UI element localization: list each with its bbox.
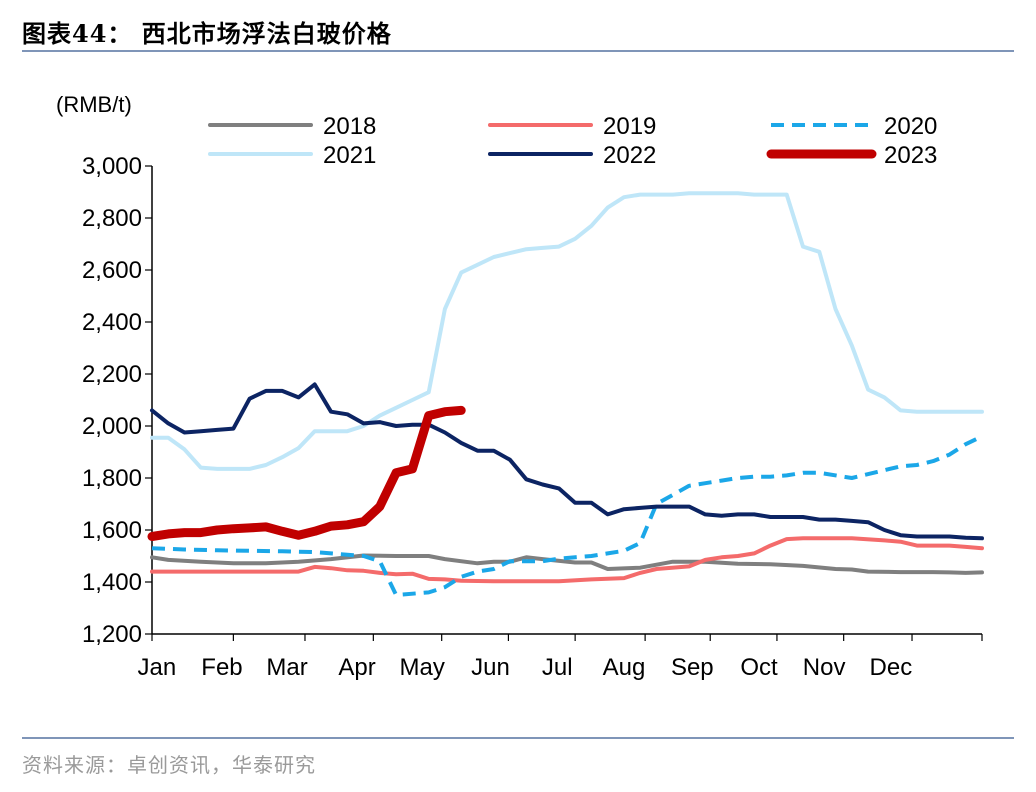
x-axis: Jan Feb Mar Apr May Jun Jul Aug Sep Oct Nov Dec: [138, 633, 983, 681]
x-tick-label: May: [399, 654, 444, 681]
legend-label-2019: 2019: [603, 113, 656, 140]
x-tick-label: Jun: [471, 654, 510, 681]
y-tick-label: 1,600: [82, 517, 142, 544]
x-tick-label: Oct: [740, 654, 778, 681]
y-tick-label: 2,800: [82, 205, 142, 232]
y-tick-label: 2,000: [82, 413, 142, 440]
series-line-2023: [147, 405, 466, 541]
x-tick-label: Dec: [870, 654, 913, 681]
y-tick-label: 1,200: [82, 621, 142, 648]
x-tick-label: Jan: [138, 654, 177, 681]
x-tick-label: Feb: [201, 654, 242, 681]
y-tick-label: 3,000: [82, 153, 142, 180]
legend-label-2022: 2022: [603, 142, 656, 169]
y-tick-label: 1,800: [82, 465, 142, 492]
x-tick-label: Sep: [671, 654, 714, 681]
x-tick-label: Mar: [266, 654, 307, 681]
series-line-2019: [150, 536, 984, 584]
y-tick-label: 2,200: [82, 361, 142, 388]
legend-label-2023: 2023: [884, 142, 937, 169]
x-tick-label: Apr: [338, 654, 375, 681]
y-axis: 1,200 1,400 1,600 1,800 2,000 2,200 2,400 2,600…: [82, 153, 153, 648]
footer-divider: [22, 737, 1014, 739]
source-note: 资料来源：卓创资讯，华泰研究: [22, 753, 316, 777]
y-tick-label: 1,400: [82, 569, 142, 596]
legend-label-2020: 2020: [884, 113, 937, 140]
x-tick-label: Jul: [542, 654, 573, 681]
y-tick-label: 2,600: [82, 257, 142, 284]
series-line-2020: [151, 434, 983, 597]
y-unit-label: (RMB/t): [56, 92, 132, 117]
figure-title: 图表44： 西北市场浮法白玻价格: [22, 19, 392, 48]
series-line-2022: [150, 382, 984, 541]
legend-label-2018: 2018: [323, 113, 376, 140]
x-tick-label: Nov: [803, 654, 846, 681]
chart-legend: 2018 2019 2020 2021 2022 2023: [208, 113, 937, 169]
title-divider: [22, 50, 1014, 52]
series-line-2021: [150, 191, 984, 471]
series-line-2018: [150, 553, 984, 575]
series-layer: [147, 191, 984, 597]
y-tick-label: 2,400: [82, 309, 142, 336]
legend-label-2021: 2021: [323, 142, 376, 169]
x-tick-label: Aug: [603, 654, 646, 681]
